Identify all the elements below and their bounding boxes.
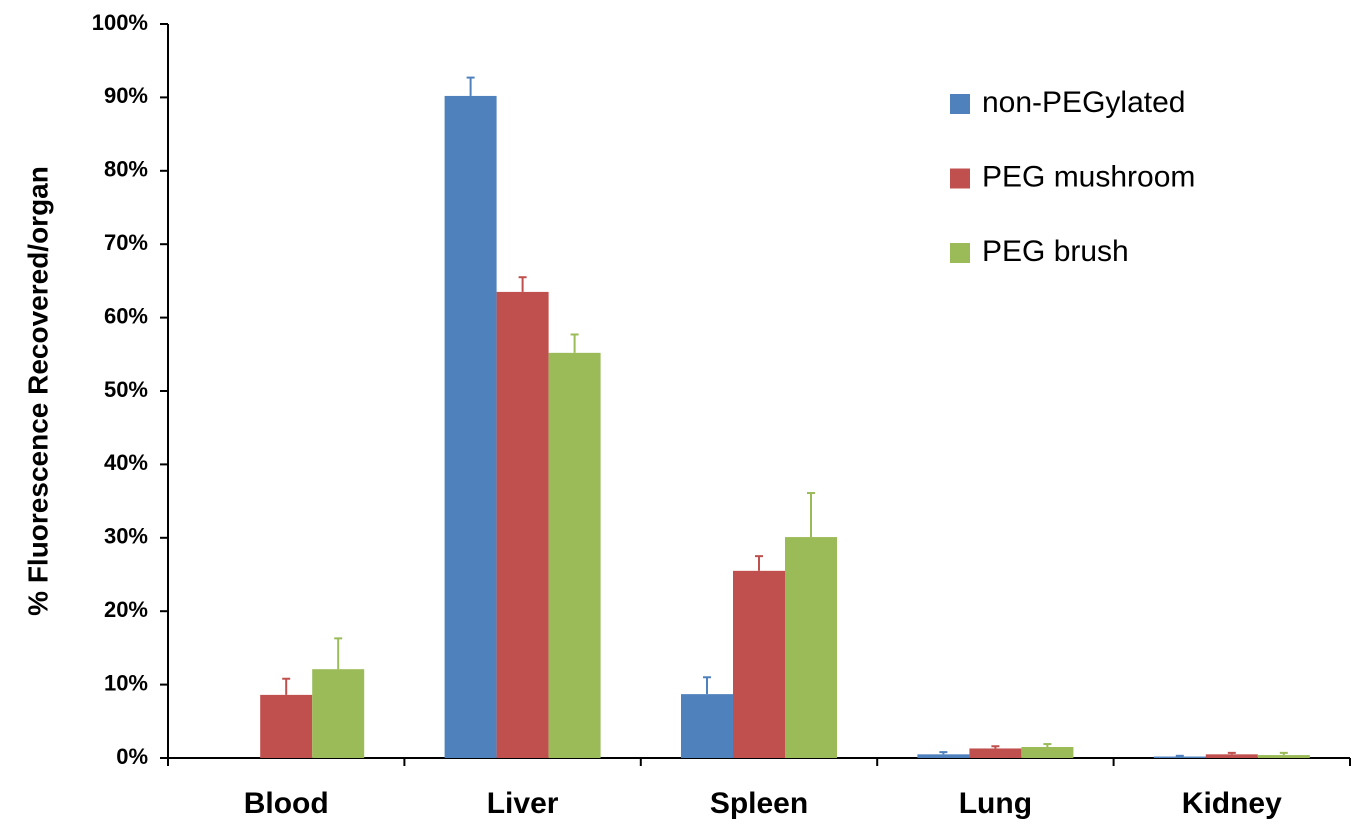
error-bar [1175,754,1184,757]
error-bar [518,276,527,292]
bar [733,570,785,758]
bar [1257,755,1310,758]
y-tick-label: 60% [104,303,148,328]
legend-label: non-PEGylated [982,86,1185,119]
error-bar [991,745,1000,749]
y-tick-label: 70% [104,230,148,255]
y-tick-label: 10% [104,670,148,695]
error-bar [466,76,475,96]
error-bar [334,637,343,670]
bar [1153,756,1206,758]
legend-swatch [950,243,970,263]
bar [260,694,313,758]
bar [548,352,601,758]
legend-label: PEG brush [982,235,1129,268]
legend-swatch [950,94,970,114]
error-bar [282,677,291,695]
bar [969,748,1022,758]
error-bar [703,676,711,695]
bar [785,537,837,758]
bar [1021,746,1074,758]
legend-swatch [950,168,970,189]
error-bar [939,751,948,755]
error-bar [755,555,763,571]
legend-label: PEG mushroom [982,160,1195,193]
x-tick-label: Kidney [1182,787,1282,820]
x-tick-label: Liver [487,787,559,820]
x-tick-label: Spleen [710,787,808,820]
x-tick-label: Lung [959,787,1032,820]
error-bar [1043,743,1052,747]
y-tick-label: 80% [104,157,148,182]
y-tick-label: 40% [104,450,148,475]
bar [1205,754,1258,758]
y-tick-label: 30% [104,524,148,549]
bar [681,694,733,758]
y-tick-label: 50% [104,377,148,402]
bar [496,291,549,758]
bar [312,669,365,758]
y-tick-label: 0% [116,744,148,769]
error-bar [1279,751,1288,756]
y-tick-label: 20% [104,597,148,622]
bar [444,95,497,758]
x-tick-label: Blood [244,787,329,820]
y-tick-label: 100% [92,10,148,35]
y-tick-label: 90% [104,83,148,108]
error-bar [1227,751,1236,755]
y-axis-label: % Fluorescence Recovered/organ [22,166,53,616]
error-bar [570,333,579,353]
bar [917,754,970,758]
error-bar [807,492,815,538]
